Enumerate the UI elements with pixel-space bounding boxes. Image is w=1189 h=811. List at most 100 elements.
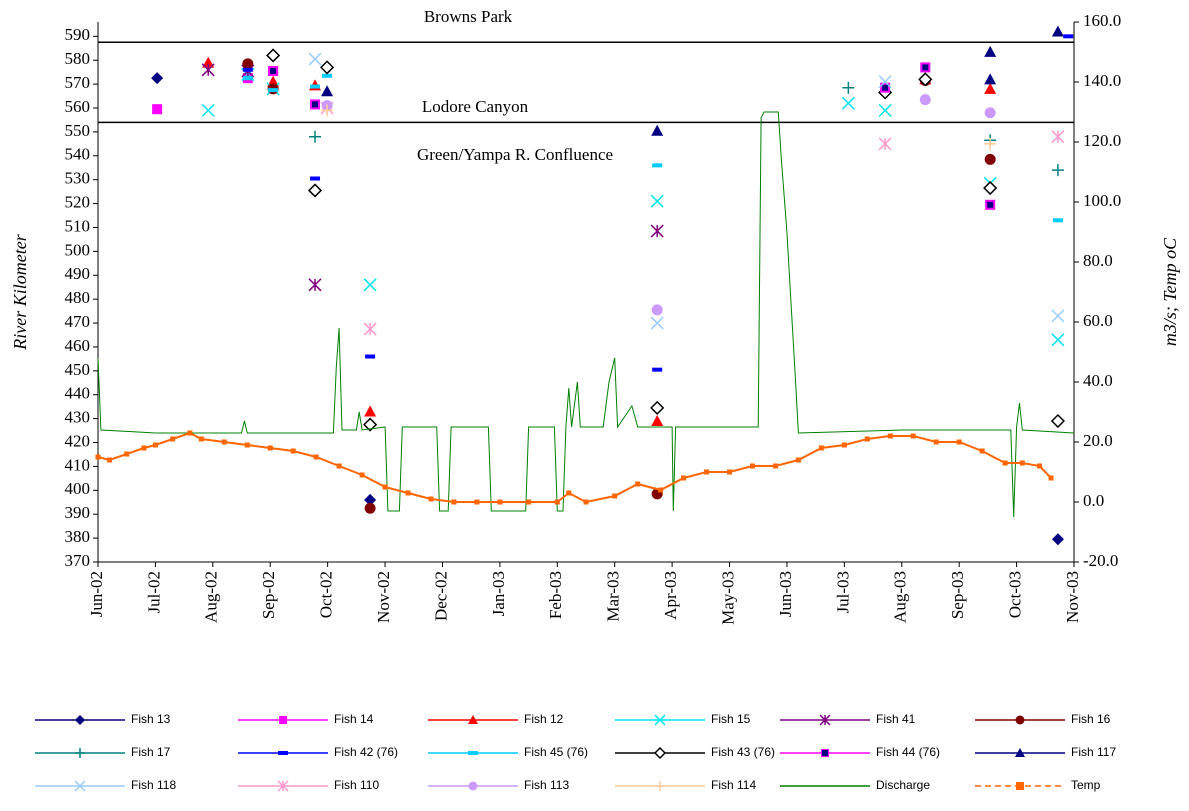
marker bbox=[310, 99, 321, 110]
marker bbox=[321, 104, 334, 117]
marker bbox=[1015, 748, 1025, 757]
marker bbox=[268, 88, 279, 93]
marker bbox=[201, 63, 215, 77]
marker bbox=[267, 75, 280, 87]
marker bbox=[364, 502, 376, 514]
marker bbox=[984, 45, 997, 57]
marker bbox=[124, 451, 130, 457]
annotation: Green/Yampa R. Confluence bbox=[417, 145, 613, 164]
marker bbox=[1051, 333, 1065, 347]
x-tick-label: Mar-03 bbox=[604, 571, 623, 622]
series-line bbox=[97, 111, 1075, 518]
legend-label: Fish 42 (76) bbox=[334, 745, 398, 759]
y-tick-label: 520 bbox=[65, 192, 91, 211]
y-tick-label: 500 bbox=[65, 240, 91, 259]
marker bbox=[878, 75, 892, 89]
y2-tick-label: 120.0 bbox=[1083, 131, 1121, 150]
marker bbox=[1051, 25, 1064, 37]
legend-label: Discharge bbox=[876, 778, 930, 792]
marker bbox=[919, 94, 931, 106]
x-tick-label: Oct-02 bbox=[317, 571, 336, 618]
x-tick-label: Jun-02 bbox=[87, 571, 106, 617]
legend-label: Temp bbox=[1071, 778, 1101, 792]
y2-tick-label: 80.0 bbox=[1083, 251, 1113, 270]
marker bbox=[1051, 309, 1065, 323]
legend-label: Fish 110 bbox=[334, 778, 379, 792]
marker bbox=[151, 72, 164, 85]
marker bbox=[681, 475, 687, 481]
legend-label: Fish 114 bbox=[711, 778, 756, 792]
marker bbox=[468, 751, 478, 755]
x-tick-label: May-03 bbox=[718, 571, 737, 625]
legend-label: Fish 44 (76) bbox=[876, 745, 940, 759]
marker bbox=[308, 278, 322, 292]
x-tick-label: Aug-03 bbox=[891, 571, 910, 623]
marker bbox=[635, 481, 641, 487]
marker bbox=[244, 442, 250, 448]
marker bbox=[654, 714, 666, 726]
y-tick-label: 400 bbox=[65, 479, 91, 498]
marker bbox=[920, 62, 931, 73]
marker bbox=[308, 52, 322, 66]
marker bbox=[267, 445, 273, 451]
y-tick-label: 590 bbox=[65, 25, 91, 44]
y-tick-label: 540 bbox=[65, 145, 91, 164]
marker bbox=[650, 316, 664, 330]
marker bbox=[359, 472, 365, 478]
marker bbox=[75, 748, 85, 758]
y-tick-label: 430 bbox=[65, 408, 91, 427]
y-tick-label: 550 bbox=[65, 121, 91, 140]
marker bbox=[880, 82, 891, 93]
legend-label: Fish 12 bbox=[524, 712, 564, 726]
legend-label: Fish 14 bbox=[334, 712, 374, 726]
x-tick-label: Jun-03 bbox=[776, 571, 795, 617]
marker bbox=[278, 751, 288, 755]
marker bbox=[650, 194, 664, 208]
marker bbox=[405, 490, 411, 496]
legend-label: Fish 45 (76) bbox=[524, 745, 588, 759]
y-axis-title: River Kilometer bbox=[10, 233, 30, 350]
x-tick-label: Aug-02 bbox=[202, 571, 221, 623]
marker bbox=[984, 153, 996, 165]
legend-label: Fish 16 bbox=[1071, 712, 1111, 726]
y-tick-label: 440 bbox=[65, 384, 91, 403]
marker bbox=[566, 490, 572, 496]
marker bbox=[322, 73, 333, 78]
x-tick-label: Dec-02 bbox=[431, 571, 450, 621]
marker bbox=[612, 493, 618, 499]
y2-tick-label: 40.0 bbox=[1083, 371, 1113, 390]
y-tick-label: 580 bbox=[65, 49, 91, 68]
marker bbox=[187, 430, 193, 436]
y-tick-label: 450 bbox=[65, 360, 91, 379]
marker bbox=[526, 499, 532, 505]
marker bbox=[1051, 130, 1065, 144]
marker bbox=[277, 780, 289, 792]
marker bbox=[266, 48, 281, 63]
marker bbox=[772, 463, 778, 469]
marker bbox=[428, 496, 434, 502]
marker bbox=[841, 442, 847, 448]
marker bbox=[650, 400, 665, 415]
marker bbox=[655, 781, 665, 791]
marker bbox=[364, 493, 377, 506]
marker bbox=[554, 499, 560, 505]
x-tick-label: Apr-03 bbox=[661, 571, 680, 620]
marker bbox=[497, 499, 503, 505]
marker bbox=[321, 85, 334, 97]
marker bbox=[878, 103, 892, 117]
marker bbox=[985, 199, 996, 210]
marker bbox=[1019, 460, 1025, 466]
marker bbox=[363, 417, 378, 432]
marker bbox=[320, 60, 335, 75]
marker bbox=[819, 714, 831, 726]
y2-tick-label: 0.0 bbox=[1083, 491, 1104, 510]
y2-axis-title: m3/s; Temp oC bbox=[1160, 237, 1180, 346]
annotation: Lodore Canyon bbox=[422, 97, 529, 116]
y-tick-label: 560 bbox=[65, 97, 91, 116]
marker bbox=[307, 183, 323, 198]
marker bbox=[382, 484, 388, 490]
x-tick-label: Feb-03 bbox=[546, 571, 565, 619]
marker bbox=[979, 448, 985, 454]
marker bbox=[268, 65, 279, 76]
x-tick-label: Jan-03 bbox=[489, 571, 508, 616]
